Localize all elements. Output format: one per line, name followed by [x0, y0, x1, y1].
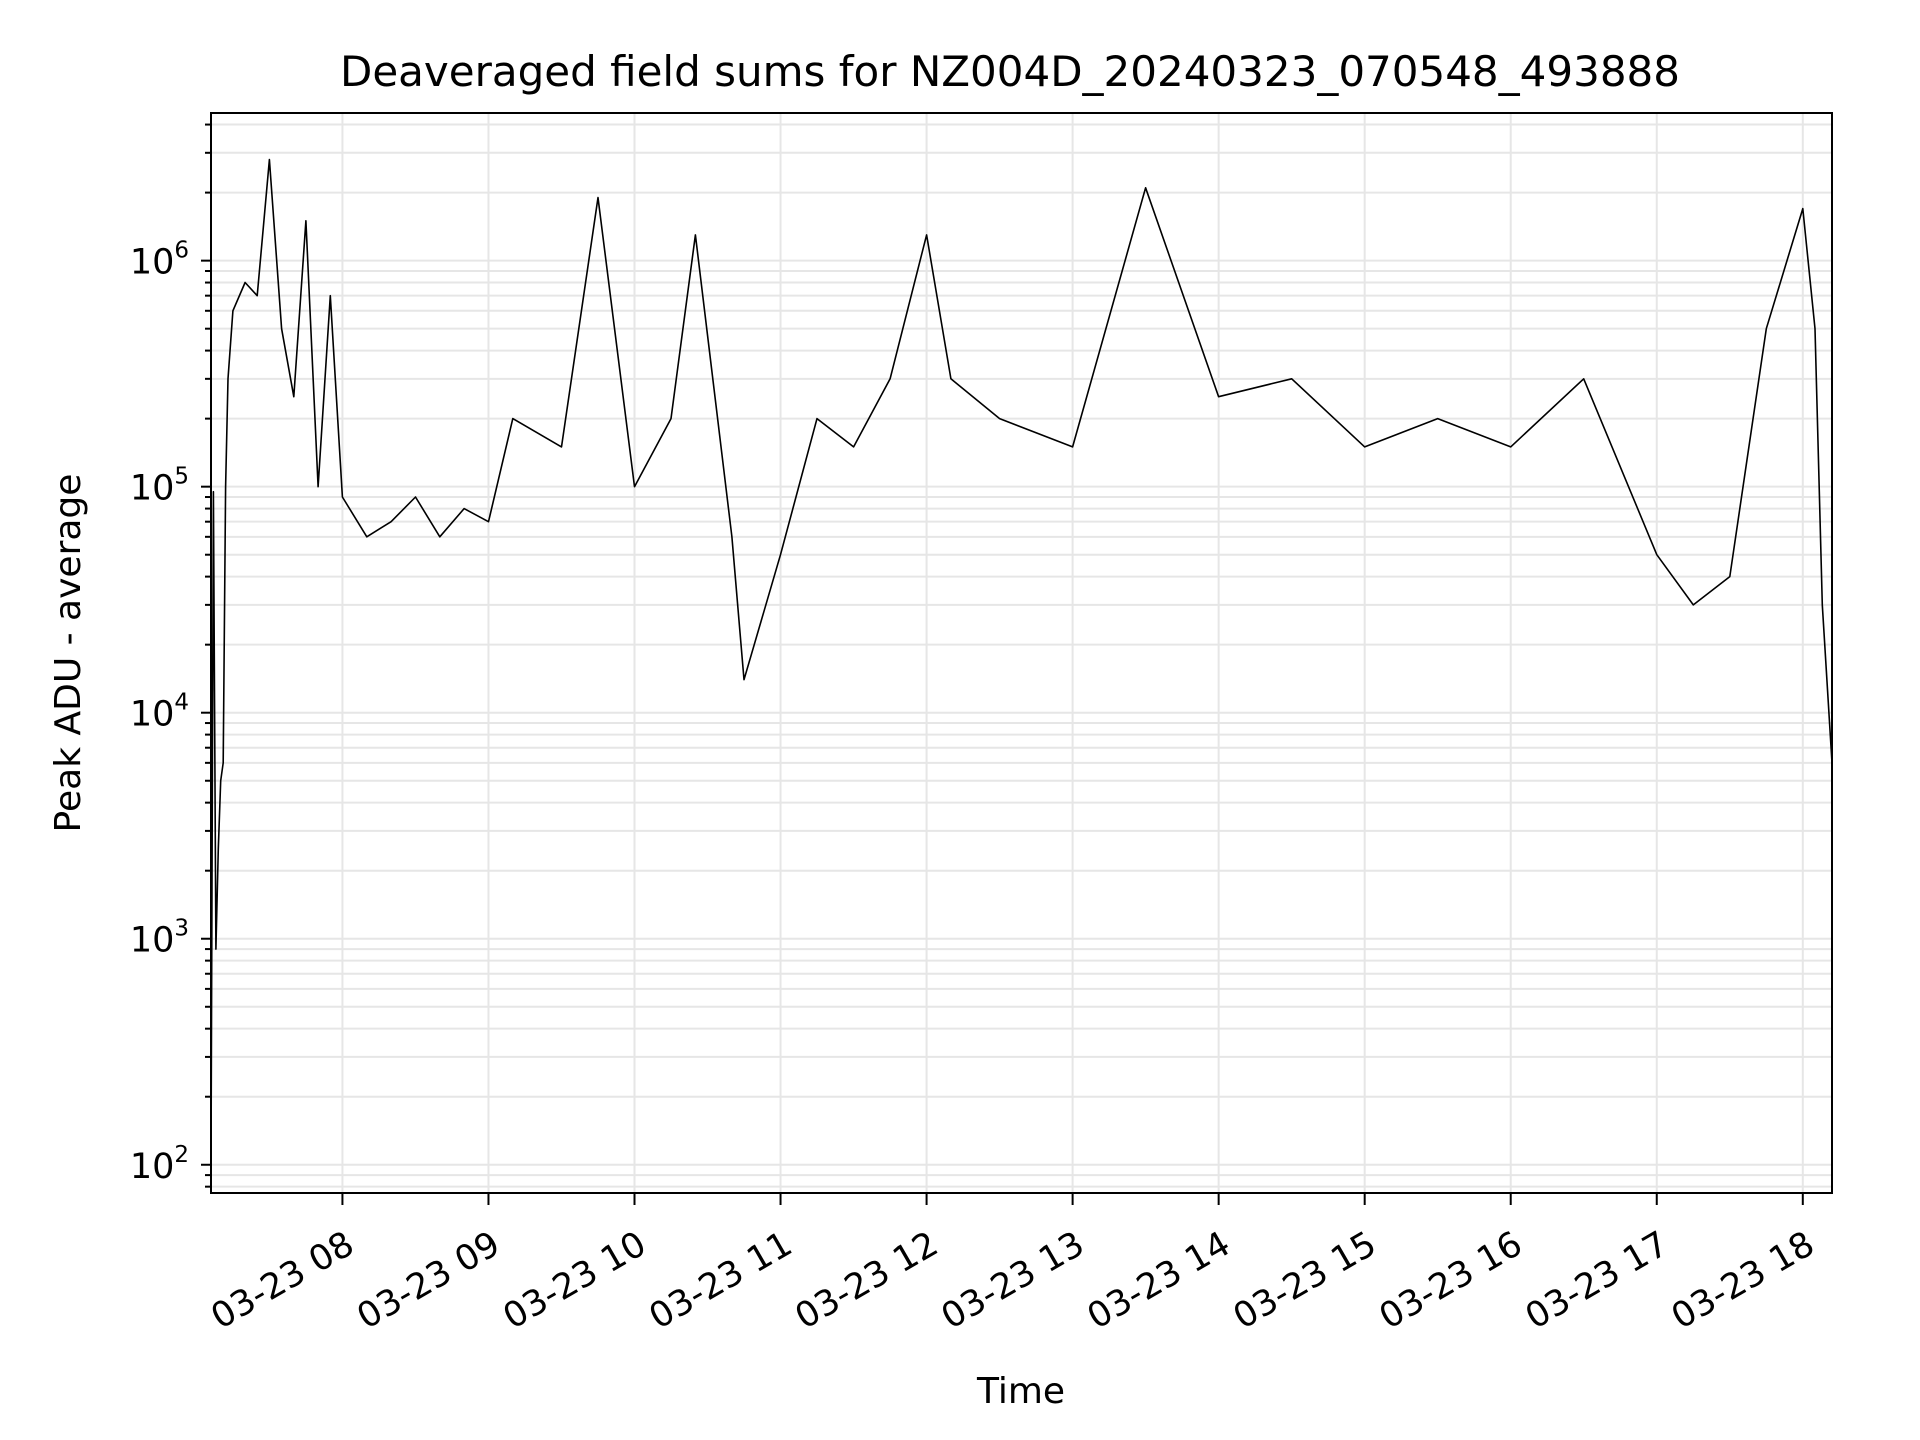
series-group [210, 158, 1833, 1165]
y-axis: 102 103 104 105 106 [130, 123, 211, 1188]
y-tick-label: 102 [130, 1142, 189, 1187]
chart-title: Deaveraged field sums for NZ004D_2024032… [340, 47, 1680, 96]
x-axis-label: Time [976, 1371, 1065, 1412]
y-axis-label: Peak ADU - average [48, 474, 89, 833]
y-tick-label: 103 [130, 916, 189, 961]
y-tick-label: 106 [130, 238, 189, 283]
y-tick-label: 105 [130, 464, 189, 509]
plot-frame [210, 112, 1833, 1194]
grid [211, 113, 1832, 1193]
y-tick-label: 104 [130, 690, 189, 735]
